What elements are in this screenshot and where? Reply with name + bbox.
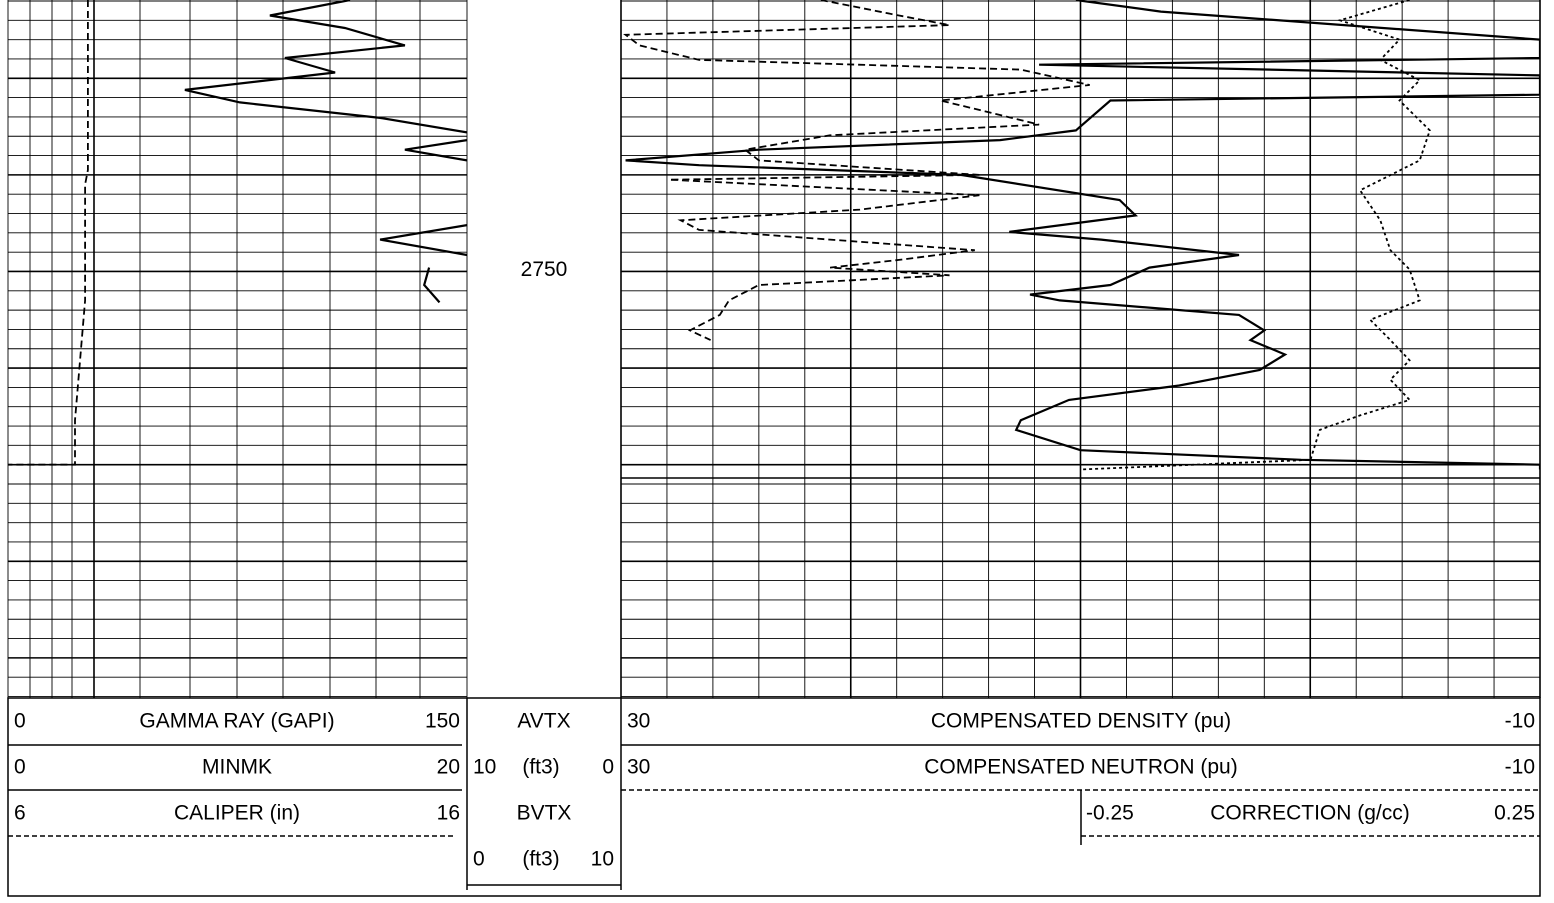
scale-min: 30	[627, 756, 650, 779]
curve-name: BVTX	[517, 802, 572, 825]
scale-max: 20	[437, 756, 460, 779]
unit: (ft3)	[522, 848, 559, 871]
scale-max: 150	[425, 710, 460, 733]
scale-min: 0	[14, 710, 26, 733]
scale-max: 16	[437, 802, 460, 825]
curve-name: COMPENSATED NEUTRON (pu)	[924, 756, 1237, 779]
scale-max: -10	[1505, 756, 1535, 779]
curve-name: MINMK	[202, 756, 272, 779]
scale-max: 0.25	[1494, 802, 1535, 825]
scale-min: 6	[14, 802, 26, 825]
curve	[1080, 0, 1431, 471]
curve	[8, 0, 89, 466]
curve-name: GAMMA RAY (GAPI)	[139, 710, 334, 733]
curve-name: AVTX	[517, 710, 570, 733]
grid	[7, 0, 1541, 698]
curve-name: CALIPER (in)	[174, 802, 300, 825]
header-frame	[7, 697, 1541, 897]
curve-name: CORRECTION (g/cc)	[1210, 802, 1410, 825]
unit: (ft3)	[522, 756, 559, 779]
scale-min: 0	[473, 848, 485, 871]
curve	[625, 0, 1540, 470]
header	[7, 697, 1541, 897]
curve-name: COMPENSATED DENSITY (pu)	[931, 710, 1231, 733]
curves	[8, 0, 1540, 471]
scale-min: -0.25	[1086, 802, 1134, 825]
scale-min: 30	[627, 710, 650, 733]
depth-label: 2750	[521, 258, 568, 281]
curve	[623, 0, 1090, 341]
curve	[184, 0, 467, 304]
scale-max: -10	[1505, 710, 1535, 733]
scale-max: 10	[591, 848, 614, 871]
scale-min: 10	[473, 756, 496, 779]
scale-max: 0	[602, 756, 614, 779]
scale-min: 0	[14, 756, 26, 779]
